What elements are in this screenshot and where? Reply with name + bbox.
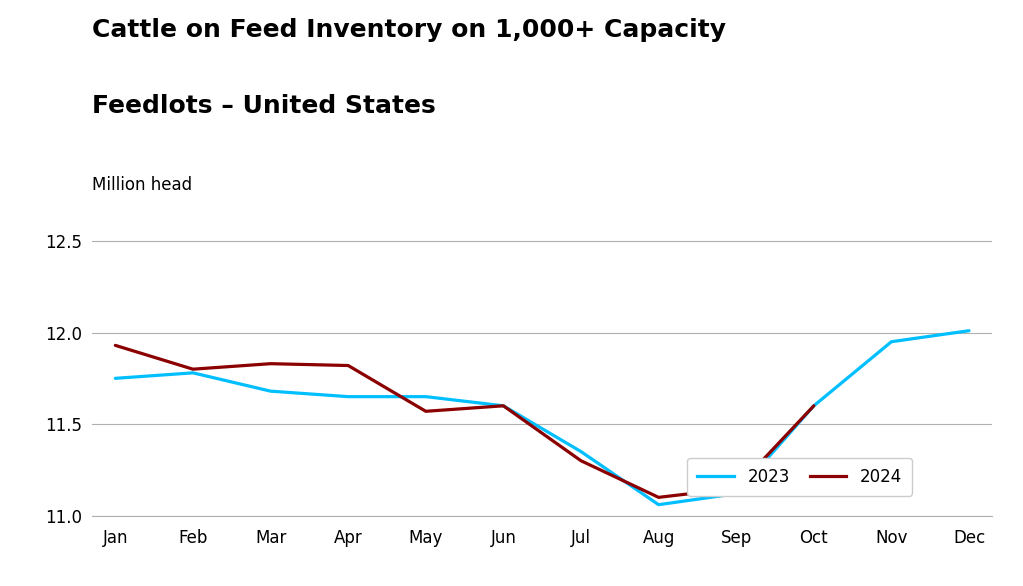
2023 xyxy=(497,402,509,409)
2023 xyxy=(885,338,897,345)
2023 xyxy=(653,501,665,508)
Text: Cattle on Feed Inventory on 1,000+ Capacity: Cattle on Feed Inventory on 1,000+ Capac… xyxy=(92,18,726,42)
2023 xyxy=(342,393,354,400)
2024 xyxy=(653,494,665,501)
2024 xyxy=(187,366,199,373)
2023 xyxy=(730,490,743,498)
2023 xyxy=(109,375,122,382)
Legend: 2023, 2024: 2023, 2024 xyxy=(687,458,911,496)
2023 xyxy=(419,393,432,400)
2024 xyxy=(730,485,743,492)
2024 xyxy=(808,402,820,409)
Text: Feedlots – United States: Feedlots – United States xyxy=(92,94,436,118)
2024 xyxy=(419,408,432,415)
2024 xyxy=(342,362,354,369)
2024 xyxy=(575,457,587,464)
Text: Million head: Million head xyxy=(92,176,192,194)
2023 xyxy=(963,327,975,334)
2023 xyxy=(187,369,199,376)
2023 xyxy=(575,448,587,455)
2023 xyxy=(808,402,820,409)
2024 xyxy=(264,360,276,367)
Line: 2023: 2023 xyxy=(116,331,969,505)
2024 xyxy=(109,342,122,349)
2023 xyxy=(264,388,276,395)
2024 xyxy=(497,402,509,409)
Line: 2024: 2024 xyxy=(116,345,814,498)
